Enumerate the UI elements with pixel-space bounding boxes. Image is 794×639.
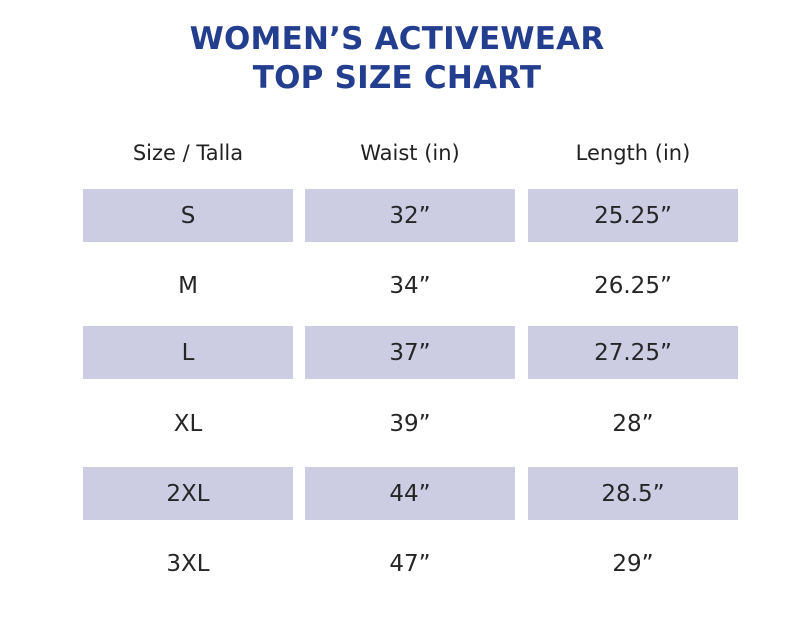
cell-length: 29” — [612, 550, 654, 577]
page-title-line-1: WOMEN’S ACTIVEWEAR — [189, 21, 605, 57]
cell-length: 27.25” — [528, 326, 738, 379]
cell-size: S — [83, 189, 293, 242]
header-length: Length (in) — [575, 140, 691, 165]
table-row-m: M 34” 26.25” — [83, 259, 738, 312]
header-size: Size / Talla — [132, 140, 244, 165]
cell-waist: 39” — [389, 410, 431, 437]
table-header-row: Size / Talla Waist (in) Length (in) — [83, 126, 738, 179]
cell-size: 2XL — [83, 467, 293, 520]
cell-size: M — [178, 272, 198, 299]
cell-length: 28.5” — [528, 467, 738, 520]
table-row-3xl: 3XL 47” 29” — [83, 537, 738, 590]
cell-length: 26.25” — [594, 272, 672, 299]
table-row-xl: XL 39” 28” — [83, 397, 738, 450]
cell-waist: 47” — [389, 550, 431, 577]
page-title-line-2: TOP SIZE CHART — [252, 60, 542, 96]
header-waist: Waist (in) — [360, 140, 460, 165]
table-row-2xl: 2XL 44” 28.5” — [83, 467, 738, 520]
cell-length: 25.25” — [528, 189, 738, 242]
cell-size: L — [83, 326, 293, 379]
cell-length: 28” — [612, 410, 654, 437]
cell-size: XL — [173, 410, 203, 437]
cell-size: 3XL — [166, 550, 210, 577]
cell-waist: 32” — [305, 189, 515, 242]
cell-waist: 44” — [305, 467, 515, 520]
table-row-s: S 32” 25.25” — [83, 189, 738, 242]
cell-waist: 34” — [389, 272, 431, 299]
table-row-l: L 37” 27.25” — [83, 326, 738, 379]
cell-waist: 37” — [305, 326, 515, 379]
